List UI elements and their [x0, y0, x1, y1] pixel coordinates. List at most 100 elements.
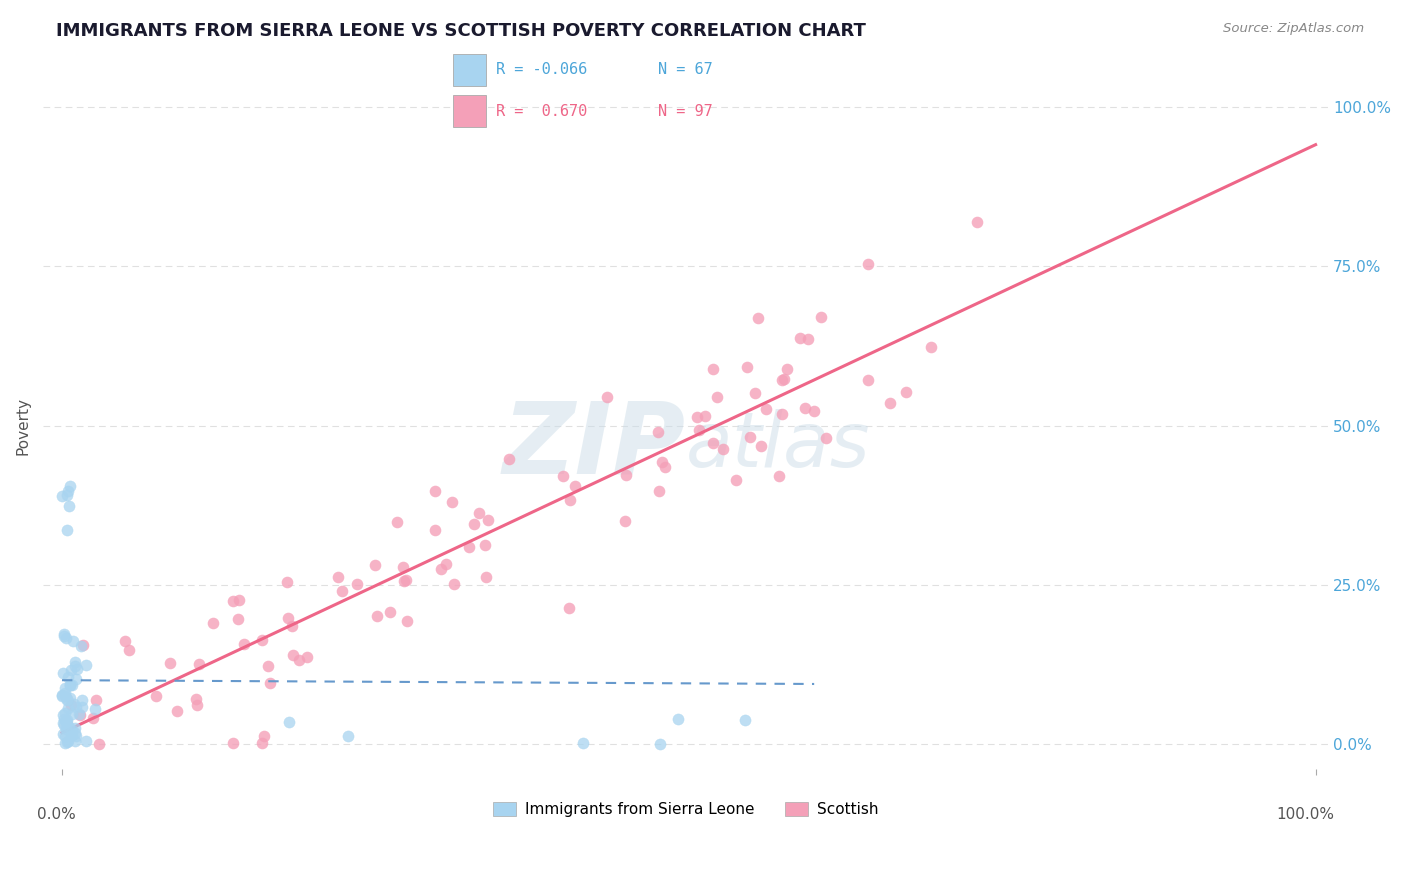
Point — [477, 513, 499, 527]
Text: IMMIGRANTS FROM SIERRA LEONE VS SCOTTISH POVERTY CORRELATION CHART: IMMIGRANTS FROM SIERRA LEONE VS SCOTTISH… — [56, 22, 866, 40]
Point — [56, 483, 79, 498]
Point — [83, 701, 105, 715]
Point — [60, 706, 83, 721]
Point — [797, 331, 820, 345]
Text: R =  0.670: R = 0.670 — [496, 103, 588, 119]
Point — [810, 310, 832, 325]
Point — [166, 704, 188, 718]
Point — [232, 637, 254, 651]
Point — [648, 737, 671, 751]
Point — [259, 676, 281, 690]
Point — [385, 516, 408, 530]
Point — [295, 649, 318, 664]
Point — [595, 390, 617, 404]
Point — [52, 715, 75, 730]
Point — [747, 310, 769, 325]
Point — [226, 612, 249, 626]
Point — [51, 688, 73, 702]
Point — [52, 707, 75, 722]
Point — [67, 707, 90, 722]
Point — [70, 692, 93, 706]
Point — [52, 666, 75, 681]
Text: N = 97: N = 97 — [658, 103, 713, 119]
Point — [53, 712, 76, 726]
Point — [87, 737, 110, 751]
Point — [395, 573, 418, 587]
Point — [62, 633, 84, 648]
Y-axis label: Poverty: Poverty — [15, 397, 30, 455]
Point — [441, 495, 464, 509]
Point — [920, 340, 942, 354]
Point — [63, 721, 86, 735]
Point — [468, 506, 491, 520]
Point — [145, 689, 167, 703]
Point — [82, 711, 104, 725]
Text: 0.0%: 0.0% — [37, 807, 76, 822]
Point — [395, 614, 418, 628]
Point — [770, 373, 793, 387]
Point — [803, 404, 825, 418]
Point — [222, 736, 245, 750]
Point — [392, 560, 415, 574]
Point — [738, 430, 761, 444]
Point — [65, 699, 87, 714]
Point — [63, 697, 86, 711]
Point — [60, 698, 83, 712]
Point — [53, 729, 76, 743]
Point — [651, 455, 673, 469]
FancyBboxPatch shape — [453, 95, 486, 127]
Point — [63, 658, 86, 673]
Point — [725, 473, 748, 487]
Point — [69, 639, 91, 653]
Point — [58, 479, 80, 493]
Point — [53, 736, 76, 750]
Point — [55, 523, 77, 537]
Point — [772, 372, 794, 386]
Point — [281, 618, 304, 632]
Point — [51, 489, 73, 503]
Point — [65, 725, 87, 739]
Point — [498, 451, 520, 466]
Point — [794, 401, 817, 415]
Point — [744, 385, 766, 400]
Point — [330, 584, 353, 599]
Point — [65, 734, 87, 748]
Point — [53, 686, 76, 700]
Point — [58, 721, 80, 735]
Point — [572, 736, 595, 750]
Point — [75, 734, 97, 748]
Point — [56, 670, 79, 684]
Point — [56, 715, 79, 730]
Point — [65, 729, 87, 743]
Point — [59, 690, 82, 705]
Point — [474, 538, 496, 552]
Point — [693, 409, 716, 423]
Point — [59, 663, 82, 677]
Point — [735, 359, 758, 374]
Point — [159, 656, 181, 670]
Point — [654, 459, 676, 474]
Point — [364, 558, 387, 573]
Point — [186, 698, 208, 712]
Point — [228, 592, 250, 607]
Point — [69, 708, 91, 723]
Point — [118, 642, 141, 657]
Point — [281, 648, 304, 662]
Point — [686, 409, 709, 424]
Point — [53, 718, 76, 732]
Point — [564, 479, 586, 493]
Point — [702, 436, 724, 450]
Point — [734, 713, 756, 727]
Point — [856, 257, 879, 271]
Point — [278, 714, 301, 729]
Point — [53, 706, 76, 720]
Point — [56, 693, 79, 707]
Point — [222, 594, 245, 608]
Point — [53, 681, 76, 695]
Point — [56, 713, 79, 727]
Point — [60, 728, 83, 742]
Point — [429, 561, 451, 575]
Point — [558, 493, 581, 508]
Point — [434, 558, 457, 572]
Point — [896, 385, 918, 400]
